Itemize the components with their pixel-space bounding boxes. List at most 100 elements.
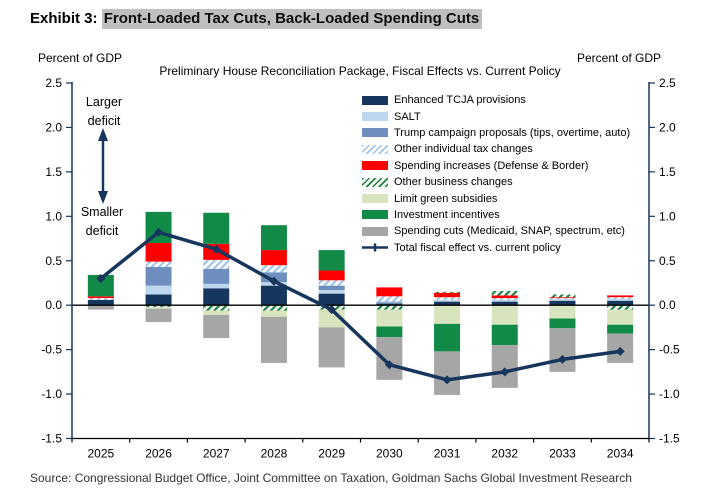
bar-segment-enhanced-tcja-2028 <box>260 285 287 306</box>
legend-label-limit-green-subsidies: Limit green subsidies <box>394 192 498 205</box>
legend-label-spending-cuts: Spending cuts (Medicaid, SNAP, spectrum,… <box>394 225 625 238</box>
legend-item-spending-increases: Spending increases (Defense & Border) <box>362 158 630 174</box>
bar-segment-enhanced-tcja-2030 <box>376 303 403 306</box>
legend-label-trump-campaign-proposals: Trump campaign proposals (tips, overtime… <box>394 126 631 139</box>
bar-segment-investment-incentives-2031 <box>434 323 461 352</box>
legend-swatch-trump-campaign-proposals <box>362 128 388 138</box>
y-tick-label-left: 0.0 <box>45 298 62 312</box>
legend-swatch-total-fiscal-effect <box>362 243 388 252</box>
legend-swatch-other-individual-tax-changes <box>362 144 388 154</box>
legend-item-salt: SALT <box>362 108 630 124</box>
y-tick-label-left: 2.0 <box>45 120 62 134</box>
y-tick-label-right: 1.0 <box>659 209 676 223</box>
y-axis-label-right: Percent of GDP <box>577 51 662 65</box>
y-tick-label-left: -0.5 <box>41 343 62 357</box>
x-tick-label-2034: 2034 <box>607 447 634 461</box>
legend-label-salt: SALT <box>394 110 421 123</box>
bar-segment-spending-increases-2025 <box>87 296 114 299</box>
legend-item-investment-incentives: Investment incentives <box>362 207 630 223</box>
legend-label-other-individual-tax-changes: Other individual tax changes <box>394 143 533 156</box>
bar-segment-spending-cuts-2030 <box>376 337 403 380</box>
legend-item-spending-cuts: Spending cuts (Medicaid, SNAP, spectrum,… <box>362 223 630 239</box>
y-tick-label-right: 1.5 <box>659 165 676 179</box>
legend-label-investment-incentives: Investment incentives <box>394 208 500 221</box>
bar-segment-spending-increases-2030 <box>376 287 403 297</box>
bar-segment-other-individual-tax-changes-2034 <box>607 297 634 299</box>
total-line-marker-2028 <box>269 276 279 286</box>
y-tick-label-right: -1.0 <box>659 387 680 401</box>
y-tick-label-right: 0.5 <box>659 254 676 268</box>
legend-item-total-fiscal-effect: Total fiscal effect vs. current policy <box>362 240 630 256</box>
legend-swatch-salt <box>362 112 388 122</box>
x-tick-label-2026: 2026 <box>145 447 172 461</box>
bar-segment-investment-incentives-2033 <box>549 318 576 329</box>
bar-segment-other-business-changes-2033 <box>549 294 576 298</box>
bar-segment-spending-increases-2032 <box>491 295 518 299</box>
bar-segment-other-individual-tax-changes-2030 <box>376 296 403 302</box>
legend-swatch-other-business-changes <box>362 177 388 187</box>
bar-segment-investment-incentives-2029 <box>318 250 345 271</box>
bar-segment-other-business-changes-2032 <box>491 290 518 296</box>
y-tick-label-left: 2.5 <box>45 76 62 90</box>
bar-segment-enhanced-tcja-2032 <box>491 301 518 306</box>
bar-segment-investment-incentives-2025 <box>87 274 114 297</box>
total-line-marker-2034 <box>615 346 625 356</box>
x-tick-label-2028: 2028 <box>261 447 288 461</box>
bar-segment-spending-increases-2031 <box>434 292 461 298</box>
bar-segment-other-individual-tax-changes-2033 <box>549 298 576 299</box>
bar-segment-other-business-changes-2031 <box>434 291 461 293</box>
bar-segment-other-individual-tax-changes-2029 <box>318 280 345 286</box>
bar-segment-other-business-changes-2028 <box>260 305 287 311</box>
bar-segment-salt-2033 <box>549 298 576 301</box>
bar-segment-investment-incentives-2030 <box>376 326 403 338</box>
legend-item-limit-green-subsidies: Limit green subsidies <box>362 190 630 206</box>
bar-segment-limit-green-subsidies-2026 <box>145 306 172 309</box>
bar-segment-limit-green-subsidies-2027 <box>203 310 230 315</box>
total-line-marker-2033 <box>557 354 567 364</box>
exhibit-title: Exhibit 3: Front-Loaded Tax Cuts, Back-L… <box>30 9 483 29</box>
bar-segment-trump-campaign-proposals-2029 <box>318 285 345 291</box>
x-tick-label-2032: 2032 <box>491 447 518 461</box>
bar-segment-spending-cuts-2026 <box>145 308 172 323</box>
bar-segment-salt-2026 <box>145 285 172 295</box>
bar-segment-other-individual-tax-changes-2026 <box>145 261 172 267</box>
y-tick-label-right: 2.0 <box>659 120 676 134</box>
legend-item-trump-campaign-proposals: Trump campaign proposals (tips, overtime… <box>362 125 630 141</box>
legend-item-other-business-changes: Other business changes <box>362 174 630 190</box>
larger-deficit-annotation: Larger deficit <box>85 95 123 128</box>
legend-swatch-enhanced-tcja <box>362 95 388 105</box>
bar-segment-other-business-changes-2027 <box>203 305 230 311</box>
bar-segment-trump-campaign-proposals-2027 <box>203 268 230 284</box>
exhibit-title-highlight: Front-Loaded Tax Cuts, Back-Loaded Spend… <box>101 9 483 29</box>
bar-segment-enhanced-tcja-2033 <box>549 300 576 306</box>
legend-swatch-spending-increases <box>362 161 388 171</box>
bar-segment-spending-increases-2029 <box>318 270 345 281</box>
bar-segment-other-business-changes-2026 <box>145 305 172 307</box>
total-line-marker-2026 <box>154 227 164 237</box>
bar-segment-trump-campaign-proposals-2026 <box>145 266 172 286</box>
x-tick-label-2029: 2029 <box>318 447 345 461</box>
x-tick-label-2027: 2027 <box>203 447 230 461</box>
bar-segment-limit-green-subsidies-2028 <box>260 310 287 317</box>
bar-segment-salt-2031 <box>434 299 461 302</box>
chart-subtitle: Preliminary House Reconciliation Package… <box>159 64 561 78</box>
bar-segment-salt-2034 <box>607 298 634 301</box>
total-line-marker-2030 <box>384 360 394 370</box>
bar-segment-spending-increases-2026 <box>145 242 172 262</box>
legend-swatch-limit-green-subsidies <box>362 194 388 204</box>
legend-swatch-investment-incentives <box>362 210 388 220</box>
bar-segment-enhanced-tcja-2026 <box>145 294 172 306</box>
bar-segment-enhanced-tcja-2031 <box>434 301 461 306</box>
bar-segment-spending-cuts-2031 <box>434 351 461 395</box>
exhibit-label: Exhibit 3: <box>30 10 98 27</box>
bar-segment-spending-increases-2033 <box>549 297 576 299</box>
legend-label-total-fiscal-effect: Total fiscal effect vs. current policy <box>394 241 561 254</box>
y-tick-label-right: -1.5 <box>659 432 680 446</box>
bar-segment-limit-green-subsidies-2032 <box>491 305 518 325</box>
bar-segment-limit-green-subsidies-2030 <box>376 309 403 327</box>
bar-segment-enhanced-tcja-2027 <box>203 288 230 306</box>
bar-segment-spending-cuts-2027 <box>203 314 230 339</box>
total-line-marker-2029 <box>327 305 337 315</box>
